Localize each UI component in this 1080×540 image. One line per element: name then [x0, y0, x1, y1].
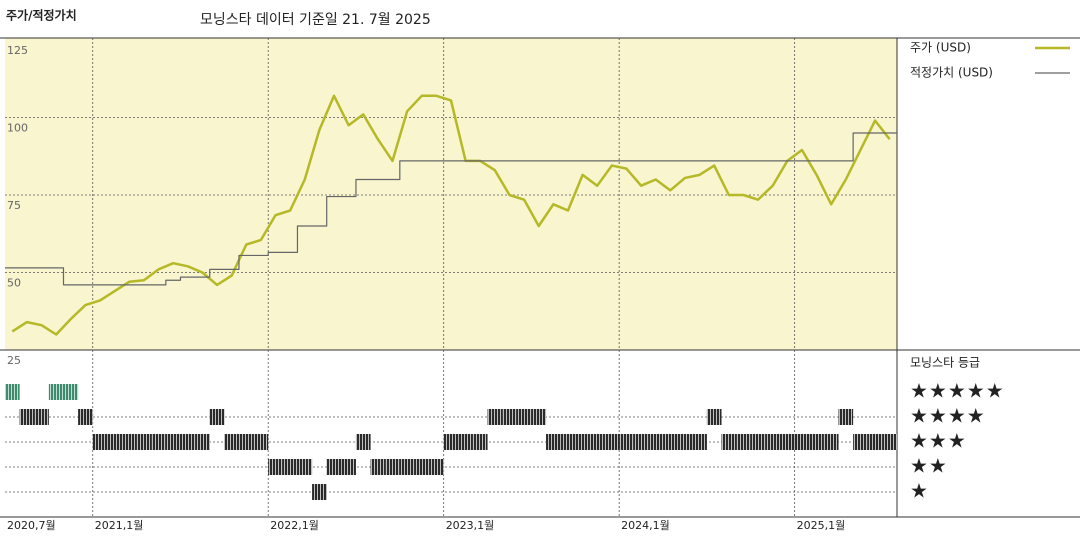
- rating-texture: [355, 434, 371, 450]
- rating-label: ★★★★: [910, 404, 986, 428]
- y-tick-label: 125: [7, 44, 28, 57]
- rating-texture: [692, 434, 707, 450]
- x-tick-label: 2025,1월: [797, 519, 846, 532]
- rating-texture: [502, 409, 517, 425]
- rating-texture: [794, 434, 810, 450]
- rating-texture: [633, 434, 649, 450]
- rating-texture: [136, 434, 152, 450]
- legend-label: 주가 (USD): [910, 41, 971, 55]
- rating-texture: [648, 434, 664, 450]
- rating-texture: [151, 434, 166, 450]
- x-tick-label: 2022,1월: [270, 519, 319, 532]
- rating-texture: [107, 434, 122, 450]
- chart-subtitle: 모닝스타 데이터 기준일 21. 7월 2025: [200, 12, 431, 28]
- rating-label: ★: [910, 479, 929, 503]
- rating-texture: [92, 434, 108, 450]
- rating-texture: [341, 459, 356, 475]
- rating-texture: [882, 434, 897, 450]
- x-tick-label: 2024,1월: [621, 519, 670, 532]
- x-tick-label: 2023,1월: [446, 519, 495, 532]
- rating-texture: [268, 459, 283, 475]
- rating-texture: [589, 434, 605, 450]
- rating-texture: [546, 434, 561, 450]
- rating-texture: [838, 409, 854, 425]
- rating-texture: [282, 459, 298, 475]
- rating-texture: [48, 384, 64, 400]
- rating-texture: [677, 434, 693, 450]
- rating-texture: [297, 459, 313, 475]
- rating-texture: [165, 434, 181, 450]
- rating-label: ★★: [910, 454, 948, 478]
- rating-texture: [63, 384, 79, 400]
- rating-texture: [121, 434, 137, 450]
- rating-texture: [750, 434, 766, 450]
- rating-label: ★★★★★: [910, 379, 1005, 403]
- plot-background: [5, 38, 897, 350]
- rating-texture: [238, 434, 254, 450]
- x-tick-label: 2020,7월: [7, 519, 56, 532]
- rating-texture: [312, 484, 327, 500]
- rating-texture: [78, 409, 93, 425]
- rating-texture: [516, 409, 532, 425]
- rating-texture: [209, 409, 225, 425]
- rating-title: 모닝스타 등급: [910, 356, 980, 370]
- rating-texture: [487, 409, 503, 425]
- rating-texture: [180, 434, 196, 450]
- rating-texture: [472, 434, 488, 450]
- rating-texture: [34, 409, 49, 425]
- rating-texture: [867, 434, 883, 450]
- rating-texture: [326, 459, 342, 475]
- y-tick-label: 75: [7, 199, 21, 212]
- rating-texture: [19, 409, 35, 425]
- rating-texture: [736, 434, 751, 450]
- rating-label: ★★★: [910, 429, 967, 453]
- rating-texture: [385, 459, 400, 475]
- rating-texture: [706, 409, 722, 425]
- rating-texture: [663, 434, 678, 450]
- rating-texture: [853, 434, 868, 450]
- rating-texture: [414, 459, 430, 475]
- rating-texture: [575, 434, 590, 450]
- legend-label: 적정가치 (USD): [910, 66, 993, 80]
- rating-texture: [429, 459, 444, 475]
- rating-texture: [458, 434, 473, 450]
- rating-texture: [809, 434, 824, 450]
- x-tick-label: 2021,1월: [95, 519, 144, 532]
- rating-texture: [765, 434, 781, 450]
- series-line: [5, 132, 897, 286]
- y-tick-label: 50: [7, 277, 21, 290]
- rating-texture: [370, 459, 386, 475]
- y-tick-label: 100: [7, 122, 28, 135]
- rating-texture: [604, 434, 620, 450]
- y-tick-label: 25: [7, 354, 21, 367]
- series-line: [11, 94, 891, 336]
- rating-texture: [619, 434, 634, 450]
- rating-texture: [721, 434, 737, 450]
- rating-texture: [253, 434, 269, 450]
- rating-texture: [5, 384, 20, 400]
- rating-texture: [224, 434, 239, 450]
- rating-texture: [531, 409, 547, 425]
- rating-texture: [195, 434, 210, 450]
- rating-texture: [823, 434, 839, 450]
- rating-texture: [443, 434, 459, 450]
- rating-texture: [399, 459, 415, 475]
- rating-texture: [780, 434, 795, 450]
- chart-title: 주가/적정가치: [6, 8, 77, 23]
- rating-texture: [560, 434, 576, 450]
